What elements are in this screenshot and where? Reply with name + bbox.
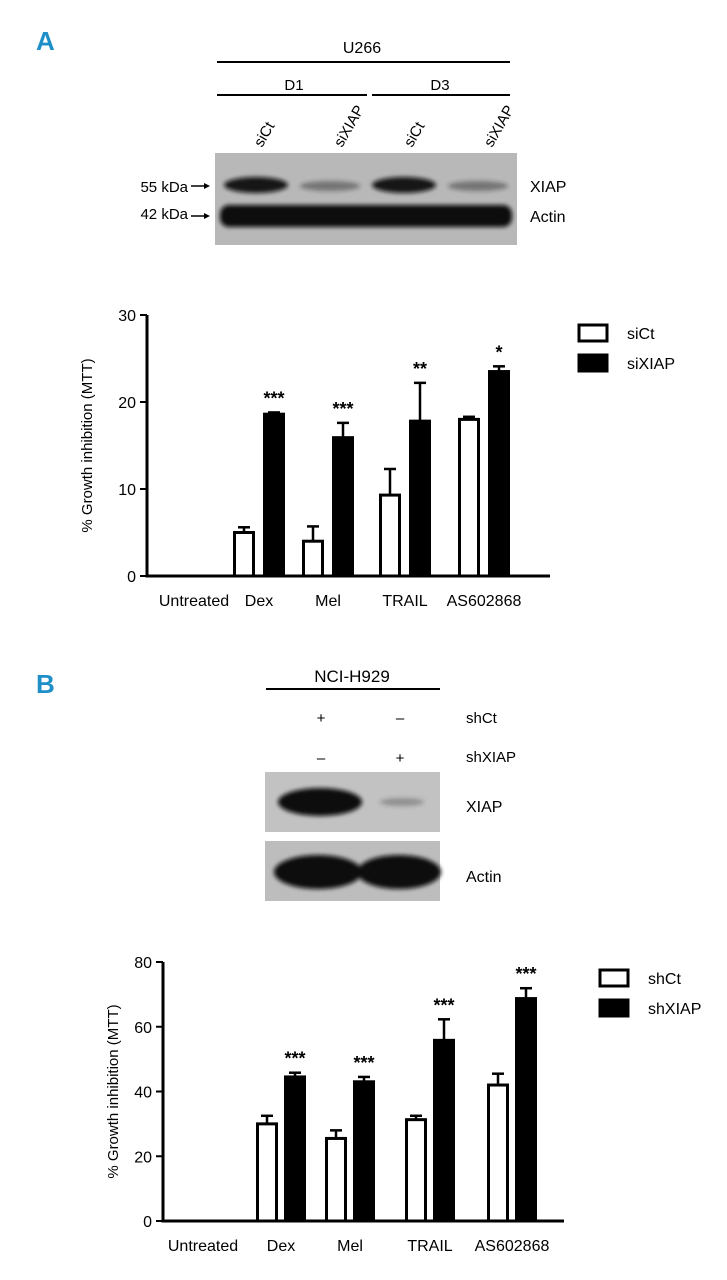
y-tick-label: 10	[118, 482, 136, 499]
blot-b-band	[380, 798, 424, 806]
bar-shCt	[256, 1122, 278, 1223]
y-tick-label: 80	[134, 955, 152, 972]
bar-shXIAP	[433, 1038, 455, 1223]
significance-marker: ***	[284, 1049, 305, 1069]
legend-label: siXIAP	[627, 356, 675, 373]
blot-a-marker: 42 kDa	[140, 206, 188, 223]
significance-marker: ***	[332, 399, 353, 419]
panel-a-letter: A	[36, 26, 55, 56]
legend-label: shCt	[648, 971, 681, 988]
y-axis-label: % Growth inhibition (MTT)	[105, 1004, 122, 1178]
significance-marker: **	[413, 359, 427, 379]
blot-a-marker-arrowhead	[204, 183, 210, 189]
bar-siXIAP	[409, 419, 431, 578]
y-tick-label: 30	[118, 308, 136, 325]
blot-a-band	[372, 177, 436, 193]
panel-b: B NCI-H929 + – shCt – + shXIAP XIAP Acti…	[36, 667, 701, 1255]
bar-siXIAP	[488, 370, 510, 578]
legend-label: shXIAP	[648, 1001, 701, 1018]
chart-a: 0 10 20 30 % Growth inhibition (MTT) Untreate…	[79, 308, 675, 610]
legend-swatch-shCt	[598, 968, 630, 988]
blot-b-band	[274, 788, 441, 889]
x-tick-label: TRAIL	[407, 1238, 452, 1255]
blot-a-band	[220, 177, 512, 227]
blot-a-lane-label: siCt	[251, 118, 279, 150]
blot-b-cell-line: NCI-H929	[314, 667, 390, 686]
y-tick-label: 60	[134, 1020, 152, 1037]
y-tick-label: 0	[143, 1214, 152, 1231]
significance-marker: ***	[353, 1053, 374, 1073]
legend-swatch-siXIAP	[577, 353, 609, 373]
legend-swatch-shXIAP	[598, 998, 630, 1018]
panel-a: A U266 D1 D3 siCt siXIAP siCt siXIAP 55 …	[36, 26, 675, 610]
x-tick-label: AS602868	[475, 1238, 550, 1255]
bar-siCt	[233, 531, 255, 578]
chart-b: 0 20 40 60 80 % Growth inhibition (MTT) Untrea…	[105, 955, 701, 1255]
bar-shCt	[487, 1083, 509, 1223]
bar-shCt	[325, 1136, 347, 1223]
bar-siCt	[458, 417, 480, 578]
significance-marker: ***	[433, 995, 454, 1015]
blot-b-sign: +	[396, 750, 405, 767]
y-tick-label: 0	[127, 569, 136, 586]
blot-b-band-label: Actin	[466, 869, 502, 886]
x-tick-label: Mel	[315, 593, 341, 610]
bar-shXIAP	[353, 1080, 375, 1223]
blot-b-band	[278, 788, 362, 816]
x-tick-label: Dex	[245, 593, 273, 610]
blot-a-group-label: D3	[430, 77, 449, 94]
bar-siCt	[379, 493, 401, 578]
blot-a-marker-arrowhead	[204, 213, 210, 219]
panel-b-letter: B	[36, 669, 55, 699]
legend-label: siCt	[627, 326, 655, 343]
blot-a-lane-label: siXIAP	[331, 103, 368, 150]
significance-marker: ***	[263, 388, 284, 408]
legend-swatch-siCt	[577, 323, 609, 343]
blot-b: NCI-H929 + – shCt – + shXIAP XIAP Actin	[265, 667, 516, 901]
blot-a-membrane	[215, 153, 517, 245]
x-tick-label: AS602868	[447, 593, 522, 610]
blot-a-band	[224, 177, 288, 193]
bar-siCt	[302, 539, 324, 578]
x-tick-label: TRAIL	[382, 593, 427, 610]
bar-shCt	[405, 1118, 427, 1223]
blot-b-sign: –	[317, 750, 326, 767]
bar-siXIAP	[332, 436, 354, 578]
bar-shXIAP	[515, 997, 537, 1223]
blot-a-band	[300, 181, 360, 191]
bar-siXIAP	[263, 412, 285, 578]
x-tick-label: Untreated	[168, 1238, 238, 1255]
x-tick-label: Dex	[267, 1238, 295, 1255]
blot-b-row-label: shXIAP	[466, 749, 516, 766]
blot-a-band	[220, 205, 512, 227]
y-tick-label: 40	[134, 1085, 152, 1102]
blot-b-band	[357, 855, 441, 889]
x-tick-label: Mel	[337, 1238, 363, 1255]
blot-b-sign: +	[317, 710, 326, 727]
x-tick-label: Untreated	[159, 593, 229, 610]
bar-shXIAP	[284, 1075, 306, 1223]
blot-a-marker: 55 kDa	[140, 179, 188, 196]
blot-b-band	[274, 855, 362, 889]
blot-a-band-label: Actin	[530, 209, 566, 226]
blot-a-cell-line: U266	[343, 40, 381, 57]
blot-b-row-label: shCt	[466, 710, 498, 727]
blot-b-band-label: XIAP	[466, 799, 502, 816]
y-tick-label: 20	[118, 395, 136, 412]
blot-a: U266 D1 D3 siCt siXIAP siCt siXIAP 55 kD…	[140, 40, 566, 245]
y-axis-label: % Growth inhibition (MTT)	[79, 358, 96, 532]
blot-b-sign: –	[396, 710, 405, 727]
blot-a-lane-label: siXIAP	[481, 103, 518, 150]
significance-marker: *	[495, 342, 502, 362]
blot-a-band	[448, 181, 508, 191]
blot-a-band-label: XIAP	[530, 179, 566, 196]
blot-a-group-label: D1	[284, 77, 303, 94]
y-tick-label: 20	[134, 1149, 152, 1166]
significance-marker: ***	[515, 964, 536, 984]
blot-a-lane-label: siCt	[401, 118, 429, 150]
